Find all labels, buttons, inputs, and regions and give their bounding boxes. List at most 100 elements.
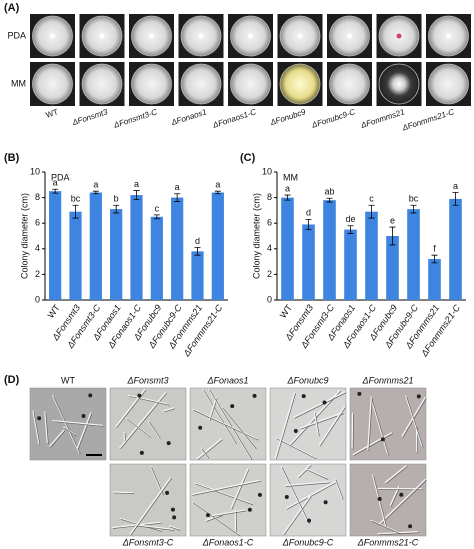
hypha-edge [126,418,151,438]
plate [81,63,123,105]
hypha-edge [298,465,312,479]
hypha-edge [319,407,346,447]
hypha [300,411,344,429]
micrograph-label: ΔFonubc9-C [282,537,334,547]
hypha-edge [134,525,175,531]
spore [198,425,203,430]
hypha [196,438,222,460]
hypha [162,407,175,412]
hypha-edge [77,413,93,450]
plate [329,63,370,105]
micrograph-label: ΔFonsmt3 [126,375,168,385]
hypha [371,474,387,528]
spore [399,492,404,497]
inoculum [50,33,55,39]
hypha-edge [385,466,408,485]
micrograph-label: ΔFonaos1-C [202,537,254,547]
hypha [280,466,310,524]
hypha [378,478,427,526]
hypha [112,491,134,494]
hypha [52,419,103,427]
plate [131,63,172,105]
spore [257,492,262,497]
hypha-edge [306,469,329,480]
hypha-edge [276,438,317,460]
hypha-edge [283,496,312,536]
spore [81,414,86,419]
hypha [274,392,296,459]
bar [89,192,102,300]
error-bar [305,218,312,230]
micrograph-label: ΔFonsmt3-C [122,537,174,547]
error-bar [214,190,221,195]
inoculum [198,33,204,39]
hypha-edge [195,483,254,506]
hypha-edge [192,502,241,537]
hypha-edge [276,393,296,460]
y-tick-label: 6 [35,218,40,228]
plate [279,63,321,105]
hypha-edge [53,396,81,455]
error-bar [368,204,375,219]
hypha [129,476,172,535]
significance-letter: b [114,194,119,204]
spore [307,518,312,523]
hypha [119,517,162,532]
hypha [194,482,253,505]
panel-label: (C) [240,152,256,164]
hypha-edge [402,398,427,438]
y-tick-label: 10 [262,166,272,176]
hypha-edge [193,409,259,441]
hypha-edge [64,427,77,437]
hypha [202,388,237,444]
bar [386,236,399,300]
y-tick-label: 2 [35,269,40,279]
hypha-edge [33,411,41,446]
plate [32,63,73,105]
y-tick-label: 4 [267,243,272,253]
significance-letter: f [433,244,436,254]
error-bar [452,192,459,206]
spore [301,394,306,399]
hypha [52,395,80,454]
hypha-edge [130,478,173,536]
hypha [305,468,328,480]
bar [191,251,204,300]
inoculum [149,33,154,39]
strain-label: WT [45,107,60,119]
strain-label: ΔFonaos1 [169,107,207,127]
significance-letter: d [195,236,200,246]
bar [130,195,143,300]
spore [416,394,421,399]
significance-letter: a [134,179,139,189]
hypha-edge [315,413,320,437]
error-bar [133,190,140,200]
hypha-edge [371,520,402,535]
bar [344,229,357,300]
hypha [334,478,343,499]
significance-letter: c [155,203,160,213]
spore [377,497,382,502]
hypha [367,396,372,451]
spore [137,393,142,398]
y-axis-label: Colony diameter (cm) [19,193,29,279]
error-bar [194,247,201,256]
y-tick-label: 6 [267,218,272,228]
hypha-edge [129,395,170,406]
bar [69,211,82,300]
strain-label: ΔFonsmt3 [70,107,109,127]
spore [252,393,257,398]
spore [88,393,93,398]
bar [449,198,462,300]
hypha-edge [379,479,427,526]
hypha-edge [197,439,223,461]
micrograph-label: WT [61,375,75,385]
hypha-edge [201,448,210,459]
spore [380,437,385,442]
hypha [284,481,330,487]
hypha [211,509,246,517]
hypha [275,437,316,459]
hypha-edge [390,487,401,507]
plate [378,63,420,105]
spore [357,391,362,396]
